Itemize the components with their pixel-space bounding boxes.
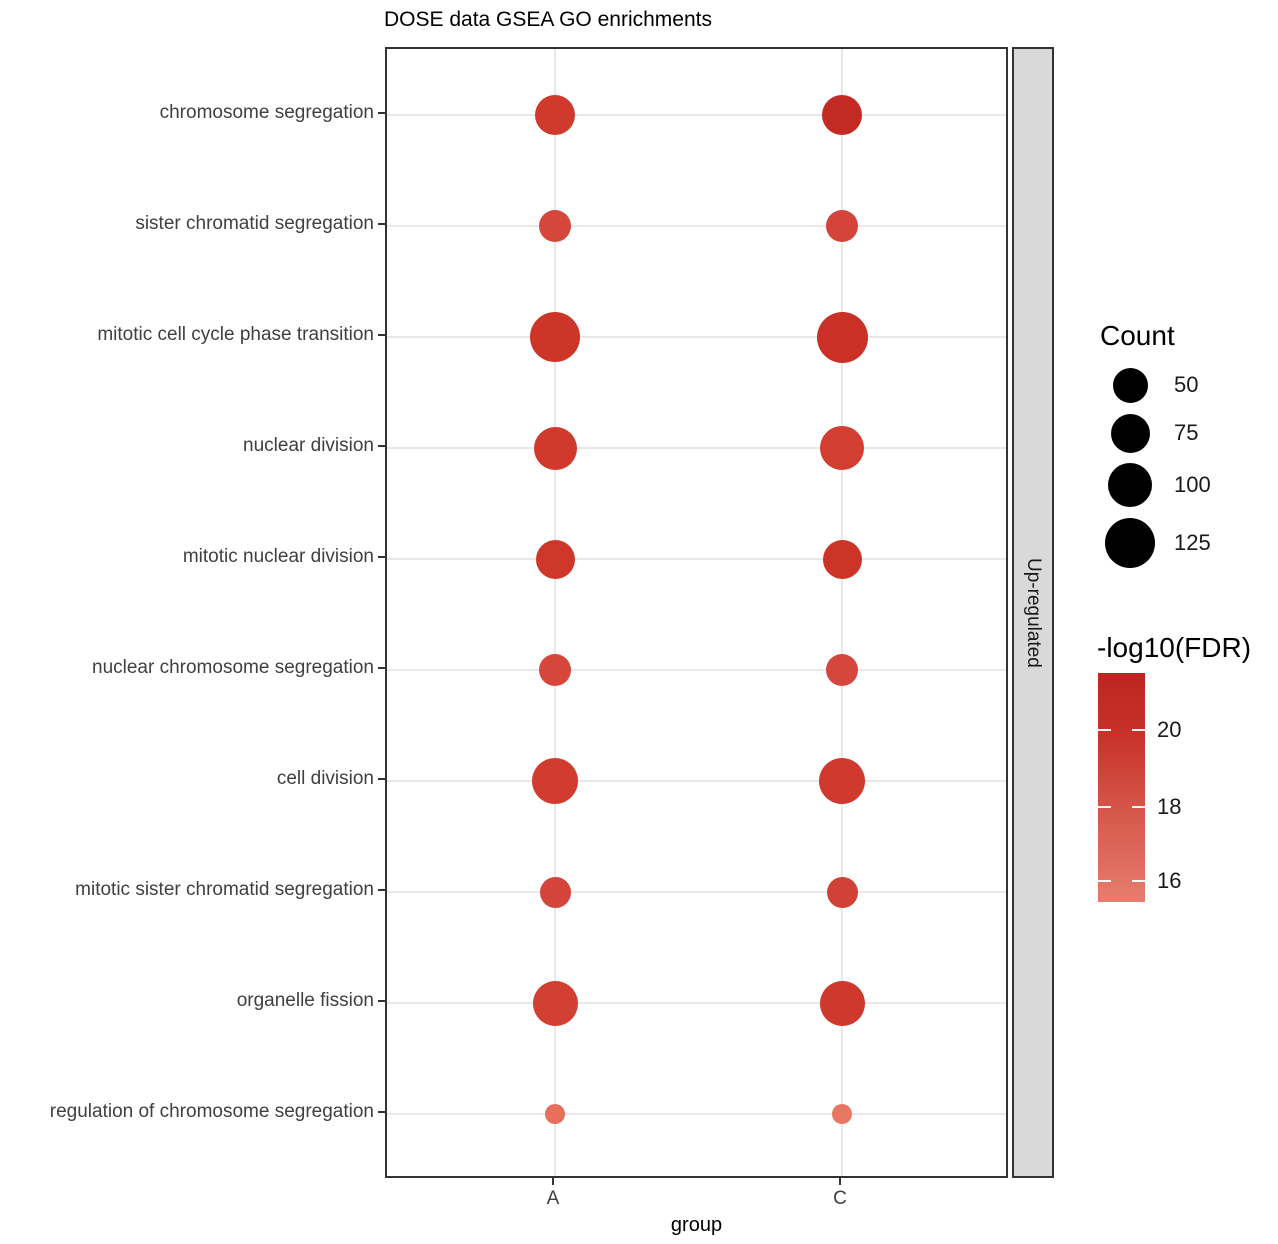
x-axis-title: group	[670, 1214, 723, 1236]
y-axis-label: nuclear chromosome segregation	[92, 657, 374, 678]
enrichment-dot	[535, 95, 575, 135]
major-gridline-horizontal	[387, 447, 1006, 449]
x-axis-tick-label: A	[546, 1188, 560, 1209]
fdr-tick-mark	[1132, 729, 1145, 731]
fdr-tick-mark	[1132, 806, 1145, 808]
fdr-legend-title: -log10(FDR)	[1097, 632, 1252, 663]
enrichment-dot	[819, 758, 865, 804]
y-axis-label: chromosome segregation	[159, 102, 374, 123]
major-gridline-horizontal	[387, 558, 1006, 560]
fdr-tick-label: 18	[1157, 794, 1182, 819]
enrichment-dot	[819, 980, 865, 1026]
major-gridline-horizontal	[387, 891, 1006, 893]
fdr-tick-mark	[1098, 729, 1111, 731]
enrichment-dot	[822, 95, 862, 135]
count-legend-circle	[1112, 367, 1148, 403]
y-axis-tick	[378, 556, 385, 558]
y-axis-tick	[378, 778, 385, 780]
major-gridline-horizontal	[387, 114, 1006, 116]
enrichment-dot	[816, 311, 868, 363]
count-legend-label: 100	[1174, 472, 1211, 497]
y-axis-tick	[378, 223, 385, 225]
count-legend-circle	[1110, 413, 1150, 453]
x-axis-tick	[552, 1178, 554, 1185]
count-legend-label: 75	[1174, 420, 1199, 445]
facet-strip-label: Up-regulated	[1023, 557, 1044, 668]
plot-panel	[385, 47, 1008, 1178]
major-gridline-horizontal	[387, 780, 1006, 782]
fdr-tick-label: 16	[1157, 868, 1182, 893]
enrichment-dot	[832, 1104, 852, 1124]
fdr-gradient-bar	[1098, 673, 1145, 902]
enrichment-dot	[826, 210, 858, 242]
facet-strip: Up-regulated	[1012, 47, 1054, 1178]
y-axis-label: mitotic cell cycle phase transition	[97, 324, 374, 345]
major-gridline-horizontal	[387, 225, 1006, 227]
y-axis-tick	[378, 1111, 385, 1113]
count-legend-title: Count	[1100, 320, 1175, 351]
major-gridline-horizontal	[387, 1002, 1006, 1004]
enrichment-dot	[820, 426, 864, 470]
count-legend-label: 125	[1174, 530, 1211, 555]
y-axis-label: cell division	[276, 768, 374, 789]
fdr-tick-mark	[1132, 880, 1145, 882]
x-axis-tick-label: C	[833, 1188, 847, 1209]
major-gridline-vertical	[554, 49, 556, 1176]
y-axis-tick	[378, 334, 385, 336]
enrichment-dot	[826, 876, 858, 908]
fdr-tick-mark	[1098, 806, 1111, 808]
major-gridline-horizontal	[387, 669, 1006, 671]
enrichment-dot	[539, 210, 571, 242]
enrichment-dot	[826, 654, 858, 686]
y-axis-label: sister chromatid segregation	[135, 213, 374, 234]
fdr-tick-label: 20	[1157, 717, 1182, 742]
fdr-tick-mark	[1098, 880, 1111, 882]
y-axis-tick	[378, 667, 385, 669]
enrichment-dot	[822, 539, 862, 579]
enrichment-dot	[532, 758, 578, 804]
enrichment-dot	[535, 539, 575, 579]
enrichment-dot	[530, 312, 580, 362]
y-axis-tick	[378, 445, 385, 447]
enrichment-dot	[539, 654, 571, 686]
count-legend-circle	[1108, 463, 1152, 507]
enrichment-dot	[539, 876, 571, 908]
y-axis-label: nuclear division	[243, 435, 374, 456]
y-axis-tick	[378, 889, 385, 891]
major-gridline-horizontal	[387, 336, 1006, 338]
y-axis-label: mitotic sister chromatid segregation	[75, 879, 374, 900]
major-gridline-horizontal	[387, 1113, 1006, 1115]
chart-title: DOSE data GSEA GO enrichments	[384, 8, 712, 31]
y-axis-label: regulation of chromosome segregation	[49, 1101, 374, 1122]
enrichment-dot	[532, 980, 578, 1026]
y-axis-label: mitotic nuclear division	[182, 546, 374, 567]
count-legend-circle	[1105, 518, 1155, 568]
y-axis-label: organelle fission	[236, 990, 374, 1011]
enrichment-dot	[533, 426, 577, 470]
enrichment-dot	[545, 1104, 565, 1124]
y-axis-tick	[378, 112, 385, 114]
count-legend-label: 50	[1174, 372, 1199, 397]
y-axis-tick	[378, 1000, 385, 1002]
x-axis-tick	[839, 1178, 841, 1185]
major-gridline-vertical	[841, 49, 843, 1176]
